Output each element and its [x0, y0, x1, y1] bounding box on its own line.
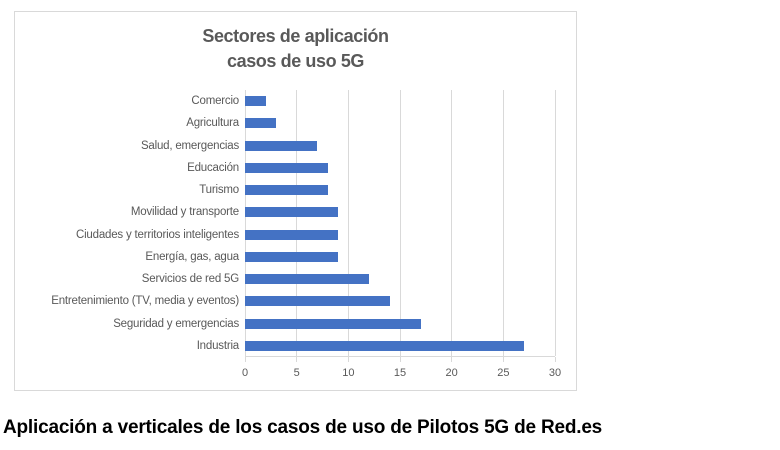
x-tick-label: 20 [445, 367, 458, 379]
category-label: Movilidad y transporte [130, 206, 239, 219]
category-label: Industria [196, 339, 240, 352]
category-label: Ciudades y territorios inteligentes [75, 228, 239, 241]
gridline [347, 90, 349, 356]
x-tick-mark [502, 357, 504, 362]
figure-caption: Aplicación a verticales de los casos de … [3, 417, 603, 438]
bar [245, 318, 421, 329]
chart-title-line-1: Sectores de aplicación [202, 26, 389, 46]
chart-title-line-2: casos de uso 5G [226, 51, 365, 71]
category-label: Comercio [191, 95, 239, 107]
x-tick-mark [554, 357, 556, 362]
bar [245, 118, 276, 129]
x-tick-mark [347, 357, 349, 362]
chart-title: Sectores de aplicación casos de uso 5G [15, 24, 576, 74]
gridline [399, 90, 401, 356]
category-label: Entretenimiento (TV, media y eventos) [51, 295, 239, 308]
bar [245, 207, 338, 218]
x-tick-mark [244, 357, 246, 362]
category-label: Salud, emergencias [140, 139, 239, 152]
category-label: Servicios de red 5G [141, 273, 239, 285]
x-tick-label: 15 [393, 367, 407, 379]
bar [245, 340, 524, 351]
bar [245, 251, 338, 262]
bar [245, 185, 328, 196]
x-tick-mark [399, 357, 401, 362]
gridline [451, 90, 453, 356]
x-tick-label: 30 [548, 367, 562, 379]
gridline [244, 90, 246, 356]
x-tick-mark [451, 357, 453, 362]
x-tick-label: 5 [293, 367, 300, 379]
gridline [296, 90, 298, 356]
category-label: Agricultura [186, 117, 239, 130]
y-axis-labels: Comercio Agricultura Salud, emergencias Edu… [19, 90, 239, 357]
x-axis: 0 5 10 15 20 25 30 [242, 357, 561, 391]
x-tick-label: 10 [342, 367, 355, 379]
bar [245, 274, 369, 285]
x-tick-label: 25 [497, 367, 510, 379]
gridline [502, 90, 504, 356]
bar [245, 229, 338, 240]
bar [245, 162, 328, 173]
category-label: Turismo [199, 184, 239, 196]
chart-container: Sectores de aplicación casos de uso 5G C… [14, 11, 577, 391]
category-label: Seguridad y emergencias [113, 317, 239, 330]
x-tick-label: 0 [241, 367, 249, 379]
bar [245, 96, 266, 107]
gridline [554, 90, 556, 356]
plot-area [244, 90, 556, 357]
category-label: Energía, gas, agua [145, 250, 239, 263]
bar [245, 140, 318, 151]
category-label: Educación [187, 161, 239, 174]
bar [245, 296, 390, 307]
x-tick-mark [296, 357, 298, 362]
